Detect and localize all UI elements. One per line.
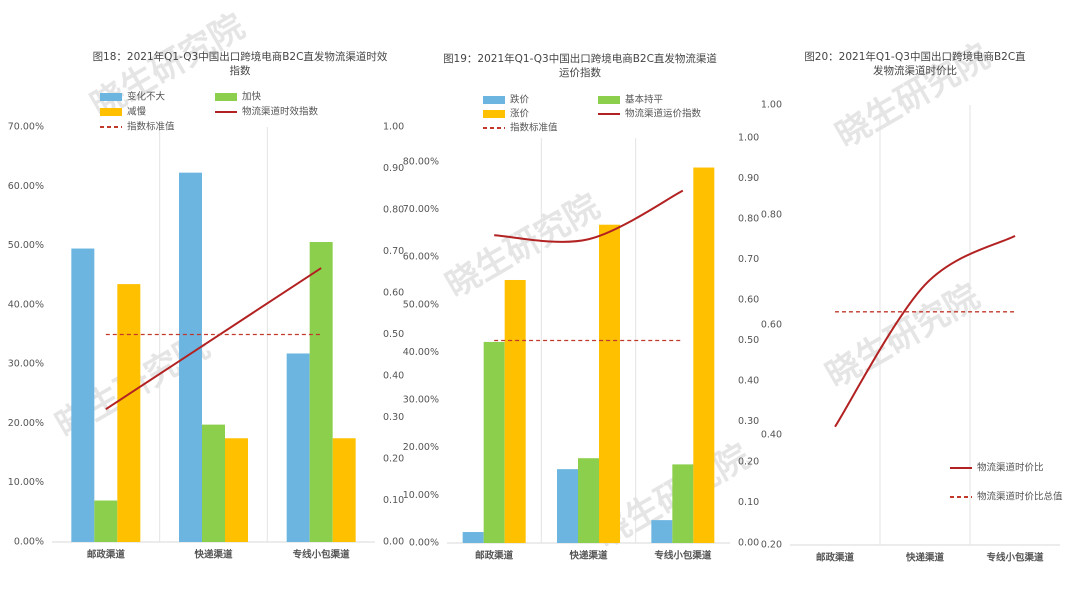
legend-swatch xyxy=(483,110,505,118)
line xyxy=(834,235,1016,428)
x-tick-label: 专线小包渠道 xyxy=(293,549,351,561)
bar xyxy=(599,224,620,543)
x-tick-label: 专线小包渠道 xyxy=(986,552,1044,564)
y2-tick-label: 0.50 xyxy=(383,329,404,340)
y2-tick-label: 0.30 xyxy=(738,416,759,427)
y-tick-label: 50.00% xyxy=(8,240,44,251)
y2-tick-label: 0.80 xyxy=(383,205,404,216)
legend-label: 指数标准值 xyxy=(510,122,558,134)
legend-swatch xyxy=(100,93,122,101)
y-tick-label: 10.00% xyxy=(403,490,439,501)
y-tick-label: 50.00% xyxy=(403,299,439,310)
x-tick-label: 快递渠道 xyxy=(906,552,945,564)
y-tick-label: 0.20 xyxy=(761,540,782,551)
y-tick-label: 10.00% xyxy=(8,477,44,488)
legend-swatch xyxy=(483,96,505,104)
y-tick-label: 60.00% xyxy=(403,252,439,263)
legend-label: 物流渠道时效指数 xyxy=(242,106,319,118)
chart-title: 图20：2021年Q1-Q3中国出口跨境电商B2C直发物流渠道时价比 xyxy=(804,51,1026,77)
x-tick-label: 邮政渠道 xyxy=(87,549,126,561)
y-tick-label: 1.00 xyxy=(761,100,782,111)
legend-label: 跌价 xyxy=(510,94,530,106)
y2-tick-label: 0.30 xyxy=(383,412,404,423)
y-tick-label: 40.00% xyxy=(8,299,44,310)
y2-tick-label: 0.20 xyxy=(738,457,759,468)
y2-tick-label: 0.50 xyxy=(738,335,759,346)
bar xyxy=(651,520,673,543)
bar xyxy=(94,500,118,542)
legend-swatch xyxy=(100,108,122,116)
x-tick-label: 快递渠道 xyxy=(194,549,233,561)
y2-tick-label: 1.00 xyxy=(383,122,404,133)
y-tick-label: 40.00% xyxy=(403,347,439,358)
line xyxy=(105,267,322,411)
legend-label: 物流渠道运价指数 xyxy=(625,108,702,120)
legend-swatch xyxy=(215,93,237,101)
y2-tick-label: 0.10 xyxy=(383,495,404,506)
y2-tick-label: 1.00 xyxy=(738,133,759,144)
line xyxy=(494,189,684,243)
chart-title: 图19：2021年Q1-Q3中国出口跨境电商B2C直发物流渠道运价指数 xyxy=(443,53,717,79)
bar xyxy=(286,353,310,542)
bar xyxy=(483,341,505,543)
bar xyxy=(462,532,484,543)
y-tick-label: 30.00% xyxy=(403,395,439,406)
bar xyxy=(179,172,202,542)
x-tick-label: 快递渠道 xyxy=(569,550,608,562)
y-tick-label: 70.00% xyxy=(403,204,439,215)
bar xyxy=(557,469,578,543)
bar xyxy=(309,242,333,542)
y-tick-label: 20.00% xyxy=(403,442,439,453)
bar xyxy=(578,458,599,543)
legend-swatch xyxy=(598,96,620,104)
legend-label: 物流渠道时价比总值 xyxy=(977,491,1063,503)
y2-tick-label: 0.70 xyxy=(383,246,404,257)
y-tick-label: 20.00% xyxy=(8,418,44,429)
x-tick-label: 邮政渠道 xyxy=(816,552,855,564)
bar xyxy=(672,464,694,543)
y-tick-label: 0.80 xyxy=(761,210,782,221)
chart-title: 图18：2021年Q1-Q3中国出口跨境电商B2C直发物流渠道时效指数 xyxy=(92,51,388,77)
y-tick-label: 0.00% xyxy=(409,538,439,549)
legend-label: 变化不大 xyxy=(127,91,166,103)
y-tick-label: 0.40 xyxy=(761,430,782,441)
legend-label: 指数标准值 xyxy=(127,121,175,133)
legend-label: 涨价 xyxy=(510,109,530,120)
watermark: 晓生研究院 xyxy=(819,276,986,396)
legend-label: 物流渠道时价比 xyxy=(977,462,1044,474)
y2-tick-label: 0.00 xyxy=(383,537,404,548)
bar xyxy=(504,279,526,543)
legend-label: 加快 xyxy=(242,91,262,103)
y2-tick-label: 0.20 xyxy=(383,454,404,465)
y2-tick-label: 0.90 xyxy=(738,173,759,184)
y-tick-label: 0.60 xyxy=(761,320,782,331)
bar xyxy=(225,438,248,542)
y2-tick-label: 0.00 xyxy=(738,538,759,549)
x-tick-label: 专线小包渠道 xyxy=(654,550,712,562)
y-tick-label: 70.00% xyxy=(8,122,44,133)
y2-tick-label: 0.40 xyxy=(738,376,759,387)
y2-tick-label: 0.90 xyxy=(383,163,404,174)
y2-tick-label: 0.70 xyxy=(738,254,759,265)
bar xyxy=(71,248,95,543)
bar xyxy=(693,167,715,543)
y-tick-label: 60.00% xyxy=(8,181,44,192)
y2-tick-label: 0.10 xyxy=(738,497,759,508)
y2-tick-label: 0.80 xyxy=(738,214,759,225)
y2-tick-label: 0.40 xyxy=(383,371,404,382)
y2-tick-label: 0.60 xyxy=(738,295,759,306)
y2-tick-label: 0.60 xyxy=(383,288,404,299)
x-tick-label: 邮政渠道 xyxy=(475,550,514,562)
legend-label: 减慢 xyxy=(127,106,147,118)
bar xyxy=(117,284,141,542)
y-tick-label: 80.00% xyxy=(403,156,439,167)
bar xyxy=(202,424,225,542)
y-tick-label: 30.00% xyxy=(8,359,44,370)
bar xyxy=(332,438,356,542)
legend-label: 基本持平 xyxy=(625,94,664,106)
y-tick-label: 0.00% xyxy=(14,537,44,548)
